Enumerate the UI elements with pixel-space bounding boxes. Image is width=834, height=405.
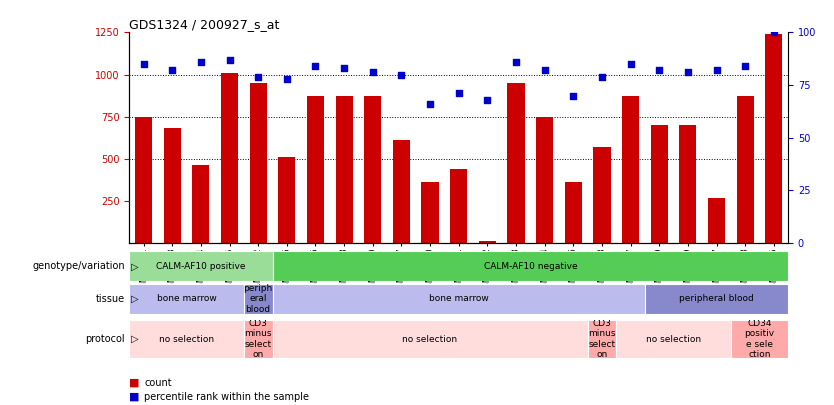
Point — [280, 75, 294, 82]
Bar — [651, 125, 668, 243]
Bar — [393, 140, 410, 243]
Bar — [279, 157, 295, 243]
Bar — [479, 241, 496, 243]
Text: GDS1324 / 200927_s_at: GDS1324 / 200927_s_at — [129, 18, 279, 31]
Bar — [244, 284, 273, 314]
Bar — [335, 96, 353, 243]
Text: ▷: ▷ — [128, 294, 138, 304]
Text: no selection: no selection — [403, 335, 458, 344]
Bar — [766, 34, 782, 243]
Text: ■: ■ — [129, 392, 140, 402]
Point — [510, 59, 523, 65]
Point — [767, 29, 781, 36]
Text: CALM-AF10 positive: CALM-AF10 positive — [156, 262, 246, 271]
Bar — [507, 83, 525, 243]
Bar — [593, 147, 610, 243]
Text: genotype/variation: genotype/variation — [33, 261, 125, 271]
Point — [452, 90, 465, 97]
Point — [595, 73, 609, 80]
Text: bone marrow: bone marrow — [429, 294, 489, 303]
Bar — [273, 251, 788, 281]
Bar — [645, 284, 788, 314]
Text: ■: ■ — [129, 378, 140, 388]
Bar — [708, 198, 725, 243]
Point — [252, 73, 265, 80]
Text: periph
eral
blood: periph eral blood — [244, 284, 273, 313]
Text: protocol: protocol — [85, 334, 125, 344]
Point — [624, 61, 637, 67]
Point — [338, 65, 351, 71]
Bar — [450, 169, 467, 243]
Text: count: count — [144, 378, 172, 388]
Bar — [273, 284, 645, 314]
Point — [566, 92, 580, 99]
Point — [652, 67, 666, 74]
Point — [424, 101, 437, 107]
Text: peripheral blood: peripheral blood — [679, 294, 754, 303]
Bar — [565, 182, 582, 243]
Point — [309, 63, 322, 69]
Bar — [129, 284, 244, 314]
Point — [710, 67, 723, 74]
Point — [681, 69, 695, 76]
Point — [223, 57, 236, 63]
Text: no selection: no selection — [159, 335, 214, 344]
Text: tissue: tissue — [96, 294, 125, 304]
Point — [738, 63, 751, 69]
Point — [166, 67, 179, 74]
Bar — [244, 320, 273, 358]
Bar — [364, 96, 381, 243]
Bar — [736, 96, 754, 243]
Bar — [163, 128, 181, 243]
Bar — [588, 320, 616, 358]
Bar — [135, 117, 152, 243]
Point — [366, 69, 379, 76]
Bar — [679, 125, 696, 243]
Point — [538, 67, 551, 74]
Bar — [536, 117, 553, 243]
Text: CD34
positiv
e sele
ction: CD34 positiv e sele ction — [745, 319, 775, 359]
Bar — [193, 166, 209, 243]
Bar — [129, 320, 244, 358]
Point — [394, 71, 408, 78]
Text: CALM-AF10 negative: CALM-AF10 negative — [484, 262, 577, 271]
Text: ▷: ▷ — [128, 334, 138, 344]
Bar — [249, 83, 267, 243]
Text: ▷: ▷ — [128, 261, 138, 271]
Bar — [622, 96, 639, 243]
Text: CD3
minus
select
on: CD3 minus select on — [244, 319, 272, 359]
Text: percentile rank within the sample: percentile rank within the sample — [144, 392, 309, 402]
Text: CD3
minus
select
on: CD3 minus select on — [588, 319, 615, 359]
Point — [137, 61, 150, 67]
Bar — [616, 320, 731, 358]
Point — [480, 96, 494, 103]
Bar — [421, 182, 439, 243]
Bar — [307, 96, 324, 243]
Point — [194, 59, 208, 65]
Text: no selection: no selection — [646, 335, 701, 344]
Bar — [221, 73, 239, 243]
Bar — [273, 320, 588, 358]
Bar — [129, 251, 273, 281]
Text: bone marrow: bone marrow — [157, 294, 217, 303]
Bar — [731, 320, 788, 358]
